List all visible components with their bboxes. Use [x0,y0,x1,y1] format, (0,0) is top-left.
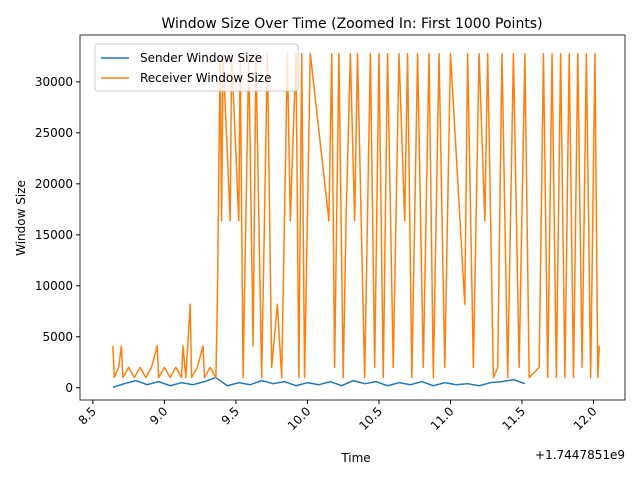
y-tick-label: 30000 [35,75,73,89]
plot-frame [79,34,626,401]
legend-label: Receiver Window Size [140,71,272,85]
series-line [112,376,526,388]
y-tick-label: 5000 [42,330,73,344]
legend-label: Sender Window Size [140,51,262,65]
y-tick-label: 20000 [35,177,73,191]
x-axis-label: Time [340,451,370,465]
y-axis-label: Window Size [14,180,28,256]
legend-box [94,43,299,92]
y-tick-label: 15000 [35,228,73,242]
y-tick-label: 0 [65,381,73,395]
y-tick-label: 10000 [35,279,73,293]
chart-title: Window Size Over Time (Zoomed In: First … [161,16,542,32]
y-tick-label: 25000 [35,126,73,140]
series-line [112,52,600,379]
x-offset-label: +1.7447851e9 [535,448,625,462]
